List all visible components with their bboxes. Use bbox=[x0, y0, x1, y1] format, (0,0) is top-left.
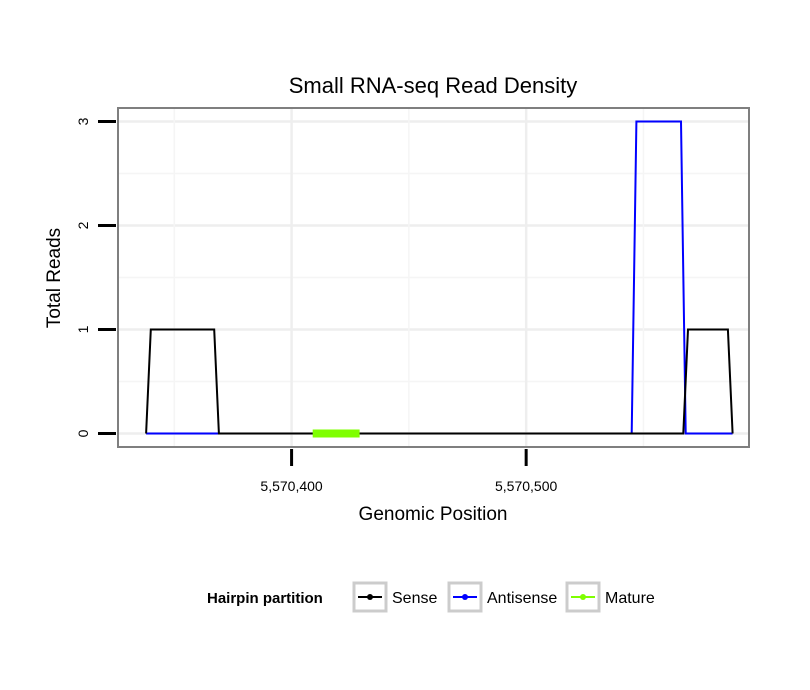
legend-item-antisense: Antisense bbox=[447, 581, 557, 613]
legend-key-antisense-point bbox=[462, 594, 468, 600]
y-axis-title: Total Reads bbox=[44, 228, 65, 328]
plot-border bbox=[117, 107, 750, 448]
x-tick-label-0: 5,570,400 bbox=[260, 478, 322, 494]
legend-key-sense-point bbox=[367, 594, 373, 600]
y-axis: 0 1 2 3 bbox=[75, 117, 116, 437]
legend-key-mature-point bbox=[580, 594, 586, 600]
x-tick-label-1: 5,570,500 bbox=[495, 478, 557, 494]
legend-label-antisense: Antisense bbox=[487, 590, 557, 607]
legend-item-mature: Mature bbox=[565, 581, 655, 613]
legend-item-sense: Sense bbox=[352, 581, 437, 613]
series-line-sense bbox=[145, 328, 734, 435]
y-tick-label-3: 3 bbox=[75, 117, 91, 125]
legend: Hairpin partition Sense Antisense Mature bbox=[207, 581, 655, 613]
legend-label-mature: Mature bbox=[605, 590, 655, 607]
chart-title: Small RNA-seq Read Density bbox=[289, 73, 578, 98]
legend-label-sense: Sense bbox=[392, 590, 437, 607]
y-tick-label-1: 1 bbox=[75, 325, 91, 333]
y-tick-label-2: 2 bbox=[75, 221, 91, 229]
x-axis-title: Genomic Position bbox=[359, 504, 508, 525]
legend-title: Hairpin partition bbox=[207, 590, 323, 607]
y-tick-label-0: 0 bbox=[75, 429, 91, 437]
series-line-antisense bbox=[146, 120, 733, 435]
x-axis: 5,570,400 5,570,500 bbox=[260, 449, 558, 494]
series-layer bbox=[145, 120, 734, 438]
